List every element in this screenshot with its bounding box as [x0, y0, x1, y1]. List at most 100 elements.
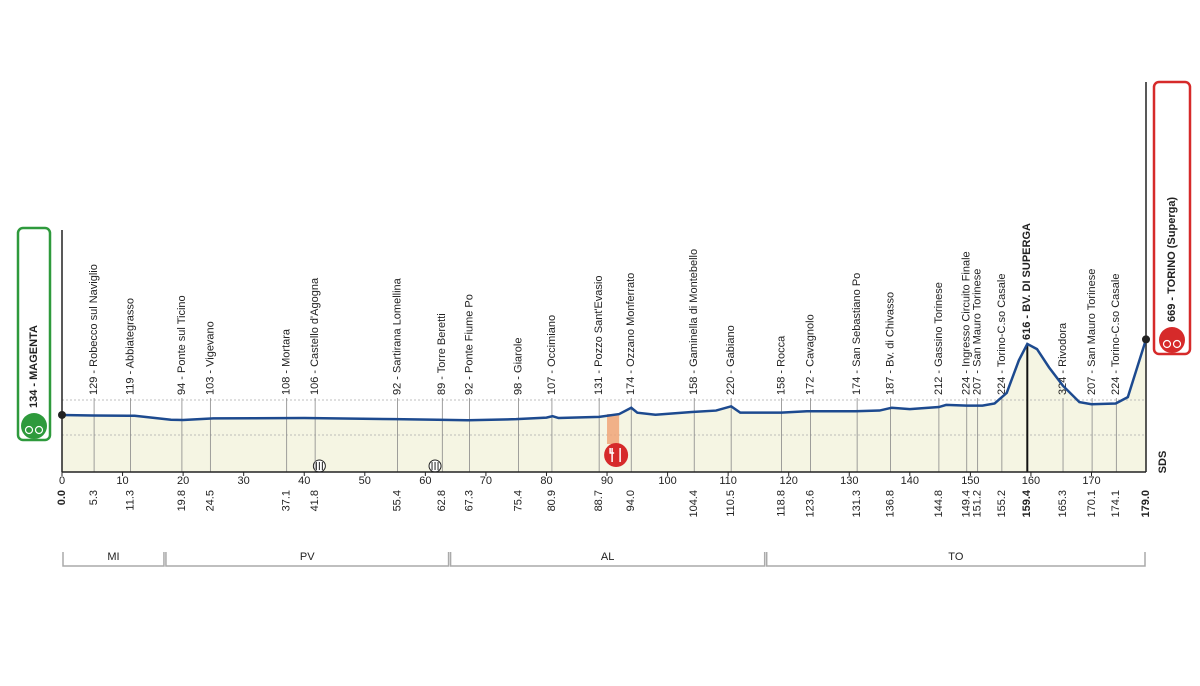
waypoint-label: 94 - Ponte sul Ticino: [176, 295, 188, 395]
province-bracket: [765, 552, 1146, 567]
waypoint-label: 158 - Rocca: [775, 335, 787, 395]
x-tick-label: 80: [540, 475, 552, 487]
start-box: [16, 226, 52, 442]
waypoint-label: 616 - BV. DI SUPERGA: [1021, 223, 1033, 340]
province-bracket: [449, 552, 766, 567]
waypoint-label: 224 - Ingresso Circuito Finale: [961, 251, 973, 395]
waypoint-label: 98 - Giarole: [513, 338, 525, 395]
x-tick-label: 60: [419, 475, 431, 487]
x-tick-label: 130: [840, 475, 858, 487]
waypoint-km: 75.4: [513, 490, 525, 511]
waypoint-km: 170.1: [1086, 490, 1098, 518]
level-crossing-glyph: [315, 462, 323, 470]
waypoint-km: 136.8: [884, 490, 896, 518]
waypoint-km: 174.1: [1110, 490, 1122, 518]
x-tick-label: 10: [116, 475, 128, 487]
waypoint-label: 212 - Gassino Torinese: [933, 282, 945, 395]
start-dot: [58, 410, 66, 419]
x-tick-label: 90: [601, 475, 613, 487]
waypoint-label: 207 - San Mauro Torinese: [1086, 269, 1098, 395]
level-crossing-glyph: [431, 462, 439, 470]
waypoint-km: 144.8: [933, 490, 945, 518]
waypoint-label: 158 - Gaminella di Montebello: [688, 249, 700, 395]
finish-box: [1152, 80, 1192, 356]
waypoint-km: 159.4: [1021, 489, 1033, 517]
waypoint-km: 149.4: [961, 490, 973, 518]
waypoint-km: 5.3: [88, 490, 100, 505]
finish-km: 179.0: [1140, 490, 1152, 518]
waypoint-km: 80.9: [546, 490, 558, 511]
x-tick-label: 160: [1022, 475, 1040, 487]
profile-line: [61, 339, 1148, 422]
waypoint-label: 131 - Pozzo Sant'Evasio: [593, 275, 605, 395]
waypoint-km: 110.5: [725, 490, 737, 517]
waypoint-km: 37.1: [281, 490, 293, 511]
x-tick-label: 20: [177, 475, 189, 487]
waypoint-km: 165.3: [1057, 490, 1069, 518]
waypoint-label: 172 - Cavagnolo: [804, 314, 816, 395]
waypoint-label: 224 - Torino-C.so Casale: [996, 274, 1008, 395]
feed-zone: [607, 414, 620, 444]
feed-icon-glyph: [609, 448, 621, 462]
waypoint-km: 55.4: [391, 490, 403, 511]
x-tick-label: 110: [719, 475, 737, 487]
province-bracket: [62, 552, 165, 567]
waypoint-km: 94.0: [625, 490, 637, 511]
x-tick-label: 140: [901, 475, 919, 487]
waypoint-label: 220 - Gabiano: [725, 325, 737, 395]
start-km: 0.0: [56, 490, 68, 505]
waypoint-label: 174 - Ozzano Monferrato: [625, 273, 637, 395]
waypoint-label: 187 - Bv. di Chivasso: [884, 292, 896, 395]
start-label: 134 - MAGENTA: [28, 325, 40, 408]
province-label: MI: [107, 551, 119, 563]
province-label: AL: [601, 551, 614, 563]
finish-icon: [1159, 327, 1185, 353]
x-tick-label: 0: [59, 475, 65, 487]
province-label: TO: [948, 551, 964, 563]
province-label: PV: [300, 551, 315, 563]
profile-area: [62, 339, 1146, 472]
waypoint-km: 123.6: [804, 490, 816, 518]
waypoint-km: 62.8: [436, 490, 448, 511]
start-icon: [21, 413, 47, 439]
waypoint-label: 92 - Ponte Fiume Po: [463, 294, 475, 395]
waypoint-label: 174 - San Sebastiano Po: [851, 273, 863, 395]
x-tick-label: 50: [359, 475, 371, 487]
finish-wheel: [1172, 339, 1182, 349]
waypoint-km: 151.2: [972, 490, 984, 518]
x-tick-label: 170: [1082, 475, 1100, 487]
finish-label: 669 - TORINO (Superga): [1166, 197, 1178, 322]
waypoint-km: 131.3: [851, 490, 863, 518]
waypoint-km: 155.2: [996, 490, 1008, 518]
waypoint-label: 89 - Torre Beretti: [436, 313, 448, 395]
waypoint-km: 88.7: [593, 490, 605, 511]
waypoint-label: 224 - Torino-C.so Casale: [1110, 274, 1122, 395]
x-tick-label: 40: [298, 475, 310, 487]
province-bracket: [165, 552, 450, 567]
finish-wheel: [1162, 339, 1172, 349]
waypoint-label: 108 - Mortara: [281, 328, 293, 395]
x-tick-label: 30: [238, 475, 250, 487]
waypoint-km: 19.8: [176, 490, 188, 511]
x-tick-label: 100: [658, 475, 676, 487]
waypoint-label: 106 - Castello d'Agogna: [309, 277, 321, 395]
feed-icon: [604, 443, 629, 467]
waypoint-label: 107 - Occimiano: [546, 315, 558, 395]
waypoint-km: 104.4: [688, 490, 700, 518]
x-tick-label: 70: [480, 475, 492, 487]
waypoint-km: 67.3: [463, 490, 475, 511]
start-wheel: [34, 425, 44, 435]
waypoint-km: 41.8: [309, 490, 321, 511]
waypoint-km: 24.5: [204, 490, 216, 511]
waypoint-label: 103 - Vigevano: [204, 321, 216, 395]
waypoint-label: 129 - Robecco sul Naviglio: [88, 264, 100, 395]
waypoint-km: 118.8: [775, 490, 787, 517]
waypoint-label: 324 - Rivodora: [1057, 322, 1069, 395]
waypoint-label: 119 - Abbiategrasso: [124, 298, 136, 395]
x-tick-label: 120: [780, 475, 798, 487]
start-wheel: [24, 425, 34, 435]
waypoint-km: 11.3: [124, 490, 136, 511]
finish-dot: [1142, 335, 1150, 344]
